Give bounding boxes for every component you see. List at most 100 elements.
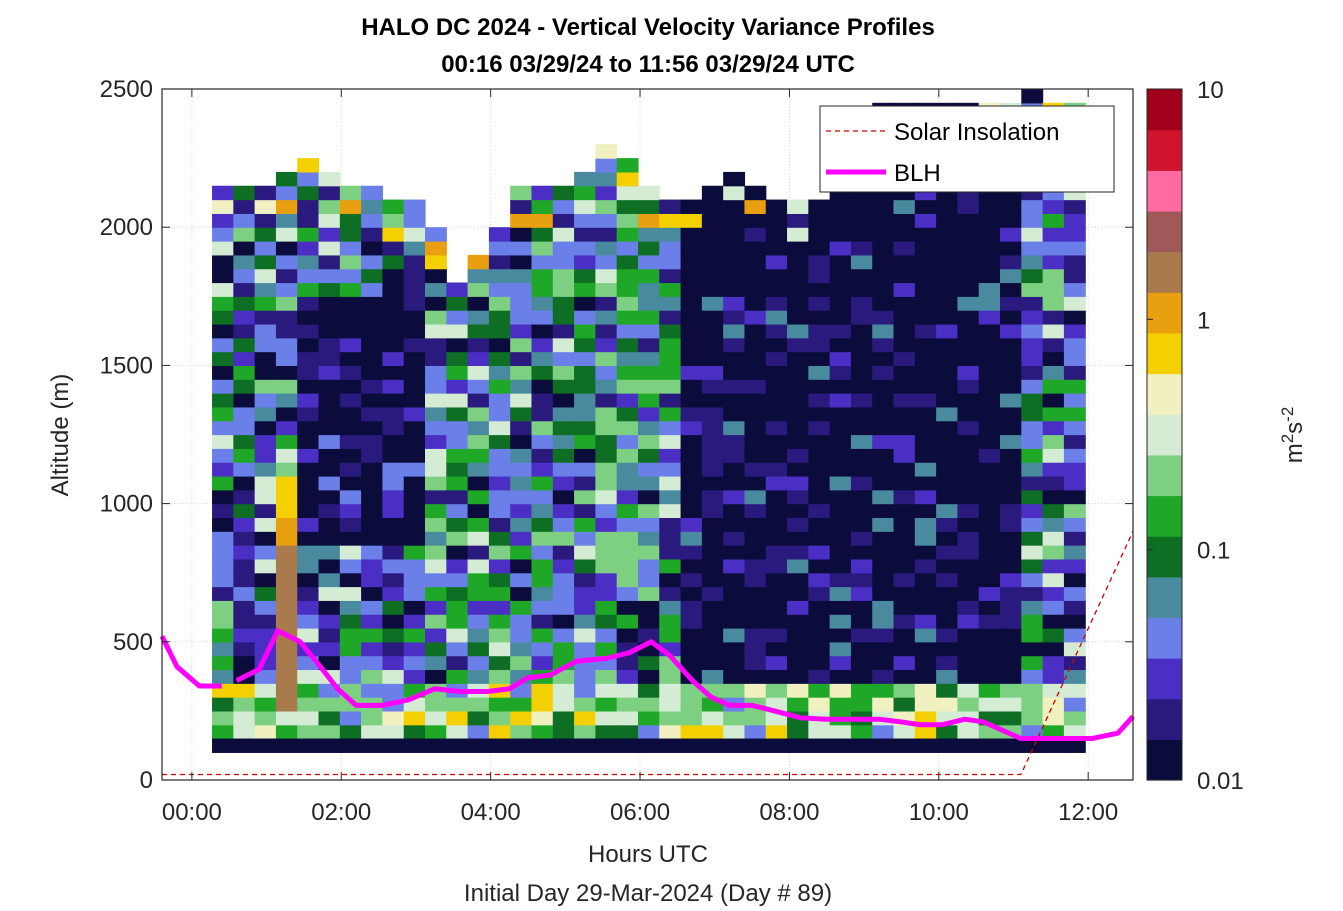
heat-cell xyxy=(275,213,298,228)
heat-cell xyxy=(680,296,703,311)
heat-cell xyxy=(936,655,959,671)
heat-cell xyxy=(531,503,554,519)
heat-cell xyxy=(850,600,873,615)
heat-cell xyxy=(701,393,724,408)
heat-cell xyxy=(637,600,660,615)
heat-cell xyxy=(872,393,895,408)
heat-cell xyxy=(339,517,362,532)
heat-cell xyxy=(233,254,256,270)
heat-cell xyxy=(978,475,1001,491)
heat-cell xyxy=(467,503,490,519)
heat-cell xyxy=(744,296,767,311)
heat-cell xyxy=(978,199,1001,214)
heat-cell xyxy=(552,254,575,270)
heat-cell xyxy=(659,697,682,712)
heat-cell xyxy=(552,241,575,256)
heat-cell xyxy=(787,310,809,325)
heat-cell xyxy=(808,586,831,601)
heat-cell xyxy=(1000,213,1022,228)
heat-cell xyxy=(254,406,277,422)
heat-cell xyxy=(446,310,469,325)
heat-cell xyxy=(914,724,937,740)
heat-cell xyxy=(552,531,575,546)
heat-cell xyxy=(957,268,980,284)
heat-cell xyxy=(1042,199,1065,214)
heat-cell xyxy=(659,710,682,726)
heat-cell xyxy=(637,420,660,436)
heat-cell xyxy=(510,655,533,671)
heat-cell xyxy=(787,517,809,532)
heat-cell xyxy=(574,600,596,615)
heat-cell xyxy=(595,420,618,436)
heat-cell xyxy=(488,503,511,519)
heat-cell xyxy=(531,337,554,353)
heat-cell xyxy=(446,614,469,629)
heat-cell xyxy=(659,531,682,546)
heat-cell xyxy=(1063,213,1086,228)
heat-cell xyxy=(1021,296,1044,311)
heat-cell xyxy=(808,448,831,463)
heat-cell xyxy=(446,365,469,380)
heat-cell xyxy=(275,337,298,353)
heat-cell xyxy=(467,586,490,601)
heat-cell xyxy=(275,462,298,477)
heat-cell xyxy=(552,337,575,353)
heat-cell xyxy=(275,241,298,256)
heat-cell xyxy=(552,406,575,422)
heat-cell xyxy=(744,545,767,560)
heat-cell xyxy=(446,351,469,366)
heat-cell xyxy=(318,531,341,546)
colorbar-segment-12 xyxy=(1147,251,1182,293)
heat-cell xyxy=(297,241,320,256)
axis-ticks xyxy=(162,88,1133,781)
heat-cell xyxy=(616,710,639,726)
heat-cell xyxy=(850,296,873,311)
heat-cell xyxy=(936,199,959,214)
heat-cell xyxy=(616,420,639,436)
heat-cell xyxy=(531,475,554,491)
heat-cell xyxy=(488,669,511,684)
heat-cell xyxy=(467,462,490,477)
heat-cell xyxy=(446,724,469,740)
heat-cell xyxy=(744,351,767,366)
heat-cell xyxy=(765,406,788,422)
heat-cell xyxy=(339,420,362,436)
heat-cell xyxy=(275,379,298,394)
heat-cell xyxy=(701,614,724,629)
heat-cell xyxy=(872,475,895,491)
heat-cell xyxy=(275,669,298,684)
heat-cell xyxy=(936,448,959,463)
heat-cell xyxy=(808,268,831,284)
heat-cell xyxy=(787,558,809,574)
heat-cell xyxy=(425,296,447,311)
heat-cell xyxy=(680,697,703,712)
heat-cell xyxy=(744,420,767,436)
heat-cell xyxy=(808,199,831,214)
heat-cell xyxy=(850,545,873,560)
heat-cell xyxy=(978,365,1001,380)
heat-cell-bottom xyxy=(233,738,256,753)
heat-cell xyxy=(1000,282,1022,297)
heat-cell xyxy=(1021,475,1044,491)
heat-cell xyxy=(467,655,490,671)
heat-cell xyxy=(978,558,1001,574)
heat-cell xyxy=(467,296,490,311)
heat-cell xyxy=(1042,393,1065,408)
heat-cell xyxy=(318,558,341,574)
heat-cell xyxy=(787,434,809,449)
heat-cell xyxy=(275,171,298,187)
heat-cell xyxy=(595,379,618,394)
heat-cell xyxy=(531,545,554,560)
heat-cell xyxy=(978,669,1001,684)
heat-cell xyxy=(574,227,596,242)
heat-cell xyxy=(1000,296,1022,311)
heat-cell xyxy=(893,489,916,505)
heat-cell xyxy=(403,434,426,449)
heat-cell xyxy=(723,420,746,436)
heat-cell xyxy=(808,282,831,297)
heat-cell xyxy=(765,545,788,560)
heat-cell xyxy=(552,517,575,532)
heat-cell xyxy=(531,614,554,629)
heat-cell xyxy=(765,475,788,491)
heat-cell xyxy=(488,420,511,436)
